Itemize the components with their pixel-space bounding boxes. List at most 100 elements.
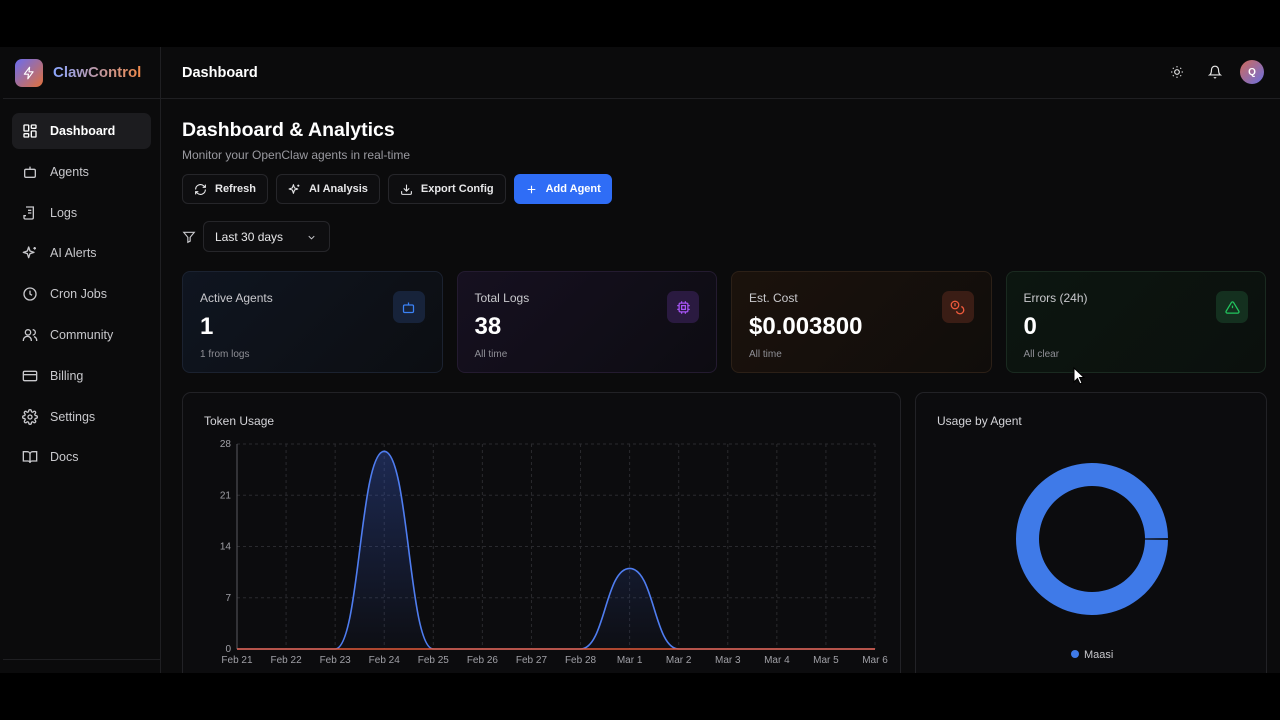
x-tick-label: Feb 22	[271, 655, 303, 666]
stat-value: 1	[200, 313, 214, 340]
warning-icon	[1216, 291, 1248, 323]
brand-name: ClawControl	[53, 64, 142, 81]
sidebar-item-label: Billing	[50, 368, 84, 383]
sidebar-item-label: AI Alerts	[50, 246, 97, 261]
sidebar-item-logs[interactable]: Logs	[12, 195, 151, 231]
panel-title: Usage by Agent	[937, 414, 1022, 428]
dashboard-heading: Dashboard & Analytics	[182, 119, 395, 141]
x-tick-label: Feb 24	[369, 655, 401, 666]
bot-icon	[22, 164, 38, 180]
dashboard-subtitle: Monitor your OpenClaw agents in real-tim…	[182, 148, 411, 162]
users-icon	[22, 327, 38, 343]
stat-value: 38	[474, 313, 502, 340]
sidebar-nav: Dashboard Agents Logs AI Alerts Cron Job…	[3, 99, 160, 494]
coins-icon	[941, 291, 974, 323]
legend-swatch	[1071, 650, 1079, 658]
stat-value: 0	[1023, 313, 1037, 340]
theme-toggle-button[interactable]	[1164, 59, 1190, 85]
y-tick-label: 7	[225, 593, 231, 604]
usage-by-agent-panel: Usage by Agent Maasi	[915, 392, 1267, 673]
token-area-fill	[237, 451, 875, 649]
sidebar-item-cron-jobs[interactable]: Cron Jobs	[12, 276, 151, 312]
action-toolbar: Refresh AI Analysis Export Config Add Ag…	[182, 174, 1266, 204]
donut-slice	[1016, 463, 1168, 615]
refresh-icon	[195, 183, 206, 195]
stat-label: Active Agents	[200, 291, 273, 305]
plus-icon	[527, 185, 535, 193]
x-tick-label: Mar 1	[617, 655, 643, 666]
date-range-select[interactable]: Last 30 days	[203, 221, 330, 252]
sidebar-item-label: Docs	[50, 450, 79, 465]
download-icon	[400, 184, 412, 195]
bolt-icon	[15, 58, 43, 87]
avatar[interactable]: Q	[1240, 60, 1264, 84]
main-content: Dashboard & Analytics Monitor your OpenC…	[182, 119, 1267, 673]
cpu-icon	[667, 291, 699, 323]
brand[interactable]: ClawControl	[3, 47, 160, 99]
top-bar: Dashboard Q	[161, 47, 1280, 99]
sidebar-item-billing[interactable]: Billing	[12, 358, 151, 394]
sidebar-item-settings[interactable]: Settings	[12, 399, 151, 435]
panel-title: Token Usage	[204, 414, 275, 428]
sidebar-item-label: Agents	[50, 164, 89, 179]
filter-icon	[182, 231, 196, 243]
token-usage-chart[interactable]: 0 7 14 21 28 Feb 21 Feb 22 Feb 23 Feb 24 Feb 25 Fe…	[183, 393, 902, 673]
legend-label: Maasi	[1084, 649, 1113, 661]
sidebar-item-label: Cron Jobs	[50, 287, 107, 302]
stat-card-est-cost: Est. Cost $0.003800 All time	[731, 271, 992, 373]
sparkles-icon	[288, 183, 300, 194]
sidebar-item-ai-alerts[interactable]: AI Alerts	[12, 235, 151, 271]
stat-card-active-agents: Active Agents 1 1 from logs	[182, 271, 443, 373]
sidebar-item-community[interactable]: Community	[12, 317, 151, 353]
bot-icon	[392, 291, 425, 323]
export-config-label: Export Config	[420, 183, 494, 195]
usage-by-agent-chart[interactable]: Maasi	[916, 393, 1268, 673]
x-tick-label: Mar 4	[764, 655, 790, 666]
sparkles-icon	[22, 245, 38, 261]
top-actions: Q	[1152, 59, 1264, 85]
notifications-button[interactable]	[1202, 59, 1228, 85]
bell-icon	[1208, 65, 1222, 79]
stat-note: All time	[749, 349, 782, 360]
sidebar-divider	[3, 659, 160, 660]
x-tick-label: Mar 2	[666, 655, 692, 666]
export-config-button[interactable]: Export Config	[387, 174, 506, 204]
x-tick-label: Mar 5	[813, 655, 839, 666]
sidebar-item-label: Settings	[50, 409, 96, 424]
sidebar: ClawControl Dashboard Agents Logs AI Ale…	[3, 47, 161, 673]
gear-icon	[22, 408, 38, 425]
stat-value: $0.003800	[749, 313, 863, 340]
x-tick-label: Mar 3	[715, 655, 741, 666]
ai-analysis-button[interactable]: AI Analysis	[275, 174, 380, 204]
sidebar-item-dashboard[interactable]: Dashboard	[12, 113, 151, 149]
stat-note: All clear	[1023, 349, 1060, 360]
x-tick-label: Mar 6	[862, 655, 888, 666]
y-tick-label: 28	[220, 439, 232, 450]
date-filter: Last 30 days	[182, 221, 1266, 252]
mouse-cursor-icon	[1073, 367, 1085, 385]
sidebar-item-docs[interactable]: Docs	[12, 439, 151, 475]
clock-icon	[22, 286, 38, 302]
ai-analysis-label: AI Analysis	[308, 183, 368, 195]
stats-row: Active Agents 1 1 from logs Total Logs 3…	[182, 271, 1266, 373]
y-tick-label: 14	[220, 542, 232, 553]
sidebar-item-agents[interactable]: Agents	[12, 154, 151, 190]
sun-icon	[1171, 66, 1183, 78]
grid-icon	[22, 123, 38, 139]
stat-label: Errors (24h)	[1023, 291, 1088, 305]
x-tick-label: Feb 21	[221, 655, 253, 666]
sidebar-item-label: Community	[50, 327, 114, 342]
book-icon	[22, 449, 38, 465]
x-tick-label: Feb 25	[418, 655, 450, 666]
add-agent-label: Add Agent	[545, 183, 601, 195]
stat-note: 1 from logs	[200, 349, 250, 360]
stat-card-total-logs: Total Logs 38 All time	[456, 271, 717, 373]
date-range-value: Last 30 days	[215, 229, 284, 244]
token-series-line	[236, 450, 875, 650]
page-title: Dashboard	[182, 64, 258, 81]
sidebar-item-label: Dashboard	[50, 124, 116, 138]
refresh-button[interactable]: Refresh	[182, 174, 268, 204]
refresh-label: Refresh	[215, 183, 256, 195]
stat-note: All time	[474, 349, 508, 360]
add-agent-button[interactable]: Add Agent	[513, 174, 612, 204]
